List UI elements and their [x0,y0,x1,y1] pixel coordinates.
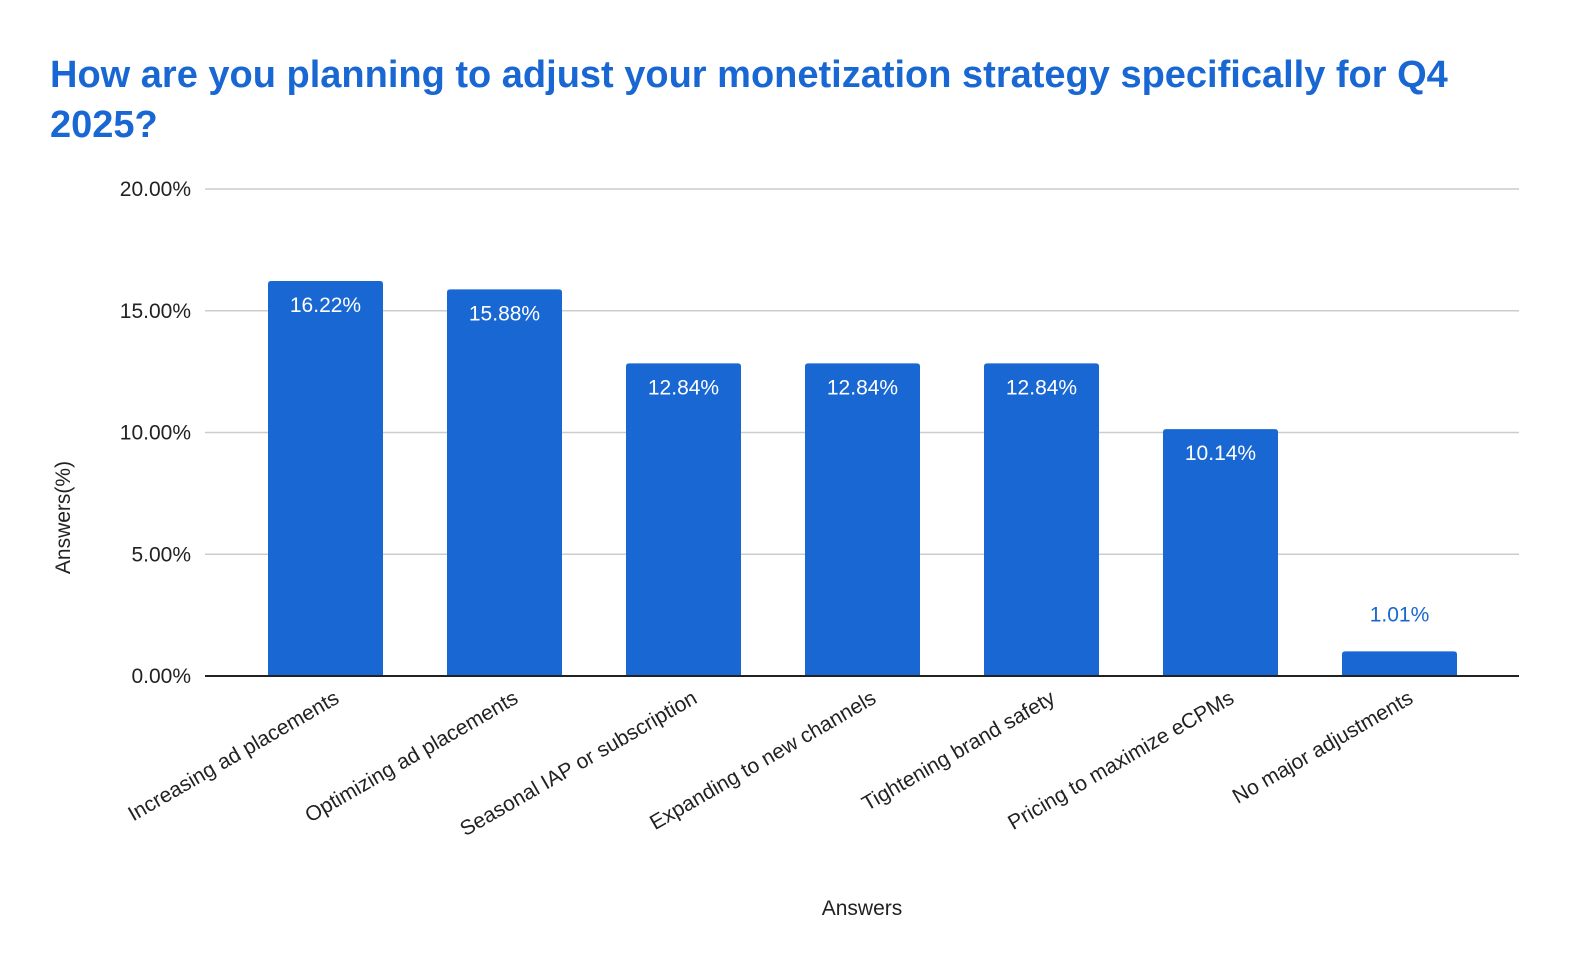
bar-value-label: 1.01% [1370,603,1430,626]
y-tick-label: 15.00% [120,300,191,323]
bar [1342,651,1457,676]
y-tick-label: 10.00% [120,422,191,445]
bar-value-label: 15.88% [469,302,540,325]
y-axis-title: Answers(%) [52,461,75,574]
y-tick-label: 0.00% [131,665,191,688]
bar [1163,429,1278,676]
y-tick-label: 20.00% [120,178,191,201]
data-labels: 16.22% 15.88% 12.84% 12.84% 12.84% 10.14% 1.01… [290,294,1429,626]
bar-value-label: 10.14% [1185,442,1256,465]
bar-value-label: 16.22% [290,294,361,317]
bar [626,363,741,676]
x-category-label: No major adjustments [1229,686,1417,808]
bar [805,363,920,676]
y-axis-tick-labels: 0.00% 5.00% 10.00% 15.00% 20.00% [120,178,191,688]
bar-value-label: 12.84% [1006,376,1077,399]
x-category-label: Tightening brand safety [858,686,1059,816]
y-tick-label: 5.00% [131,543,191,566]
x-axis-title: Answers [822,897,903,920]
bars [268,281,1457,676]
bar-value-label: 12.84% [648,376,719,399]
bar [984,363,1099,676]
bar-value-label: 12.84% [827,376,898,399]
bar [268,281,383,676]
bar [447,289,562,676]
chart-title: How are you planning to adjust your mone… [50,54,1448,146]
